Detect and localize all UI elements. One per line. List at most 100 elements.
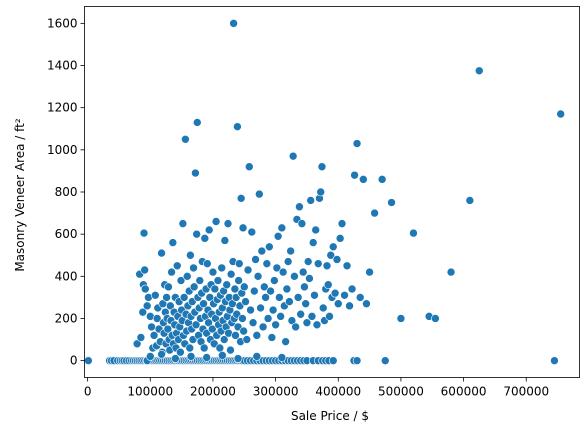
data-point bbox=[260, 282, 269, 292]
data-point bbox=[323, 280, 333, 290]
data-point bbox=[217, 263, 227, 273]
x-tick-label: 600000 bbox=[441, 385, 487, 399]
data-point bbox=[166, 301, 175, 311]
data-point bbox=[298, 267, 308, 277]
data-point bbox=[204, 318, 213, 327]
data-point bbox=[208, 267, 218, 277]
data-point bbox=[311, 225, 321, 235]
data-point bbox=[258, 322, 268, 332]
data-point bbox=[203, 259, 212, 268]
data-point bbox=[229, 19, 238, 28]
data-point bbox=[152, 314, 162, 323]
data-point bbox=[312, 320, 322, 330]
x-tick-label: 700000 bbox=[503, 385, 549, 399]
data-point bbox=[246, 305, 255, 315]
data-point bbox=[296, 309, 305, 319]
data-point bbox=[164, 282, 173, 292]
data-point bbox=[230, 284, 240, 294]
data-point bbox=[233, 122, 242, 131]
data-point bbox=[287, 316, 297, 325]
data-point bbox=[236, 194, 246, 203]
y-tick-label: 800 bbox=[55, 185, 78, 199]
y-tick-label: 400 bbox=[55, 269, 78, 283]
data-point bbox=[270, 276, 279, 285]
data-point bbox=[268, 305, 278, 315]
data-point bbox=[147, 322, 156, 332]
y-tick-label: 1600 bbox=[47, 16, 78, 30]
data-point bbox=[272, 263, 282, 273]
data-point bbox=[247, 227, 257, 237]
data-point bbox=[163, 324, 173, 334]
data-point bbox=[211, 217, 221, 226]
data-point bbox=[335, 234, 345, 243]
x-tick-label: 100000 bbox=[127, 385, 173, 399]
data-point bbox=[167, 267, 176, 277]
data-point bbox=[355, 293, 365, 302]
data-point bbox=[281, 337, 290, 346]
data-point bbox=[189, 263, 198, 273]
data-point bbox=[330, 288, 340, 298]
data-point bbox=[191, 168, 200, 178]
data-point bbox=[295, 202, 304, 212]
data-point bbox=[243, 265, 253, 275]
data-point bbox=[185, 343, 195, 353]
data-point bbox=[215, 343, 225, 353]
data-point bbox=[278, 267, 288, 277]
data-point bbox=[136, 333, 146, 342]
y-tick-label: 1200 bbox=[47, 101, 78, 115]
data-point bbox=[176, 276, 186, 285]
data-point bbox=[172, 261, 182, 271]
data-point bbox=[352, 356, 362, 365]
data-point bbox=[288, 151, 298, 161]
data-point bbox=[333, 299, 343, 309]
data-point bbox=[202, 353, 211, 362]
data-point bbox=[179, 293, 189, 302]
data-point bbox=[286, 246, 295, 256]
x-axis-ticks: 0 100000 200000 300000 400000 500000 600000 700… bbox=[84, 377, 549, 399]
data-point bbox=[345, 301, 354, 311]
data-point bbox=[556, 109, 566, 119]
data-point bbox=[305, 274, 314, 283]
data-point bbox=[293, 293, 303, 302]
data-point bbox=[84, 356, 93, 365]
data-point bbox=[253, 272, 263, 281]
data-point bbox=[291, 322, 300, 332]
data-point bbox=[474, 66, 484, 76]
data-point bbox=[342, 261, 352, 271]
data-point bbox=[277, 223, 287, 233]
data-point bbox=[317, 162, 327, 171]
data-point bbox=[300, 282, 309, 292]
data-point bbox=[149, 331, 159, 340]
data-point bbox=[223, 219, 233, 228]
data-point bbox=[267, 333, 277, 342]
data-point bbox=[220, 236, 230, 245]
data-point bbox=[255, 189, 264, 199]
data-point bbox=[285, 297, 294, 306]
data-point bbox=[145, 352, 155, 361]
data-point bbox=[171, 354, 180, 363]
data-point bbox=[242, 335, 252, 344]
data-point bbox=[310, 290, 319, 300]
data-point bbox=[157, 350, 166, 359]
data-point bbox=[290, 272, 299, 281]
data-point bbox=[282, 284, 292, 294]
x-tick-label: 0 bbox=[84, 385, 92, 399]
data-point bbox=[347, 284, 357, 294]
data-point bbox=[157, 248, 166, 258]
data-point bbox=[195, 276, 205, 285]
data-point bbox=[192, 229, 201, 239]
x-tick-label: 200000 bbox=[190, 385, 236, 399]
data-point bbox=[365, 267, 374, 277]
data-point bbox=[277, 353, 287, 362]
data-point bbox=[238, 223, 248, 233]
data-point bbox=[238, 314, 247, 323]
data-point bbox=[250, 286, 259, 296]
data-point bbox=[313, 259, 323, 268]
data-point bbox=[191, 320, 201, 330]
data-point bbox=[380, 356, 390, 365]
data-point bbox=[189, 282, 199, 292]
data-point bbox=[465, 196, 475, 205]
data-point bbox=[219, 335, 229, 344]
scatter-points bbox=[84, 19, 566, 365]
